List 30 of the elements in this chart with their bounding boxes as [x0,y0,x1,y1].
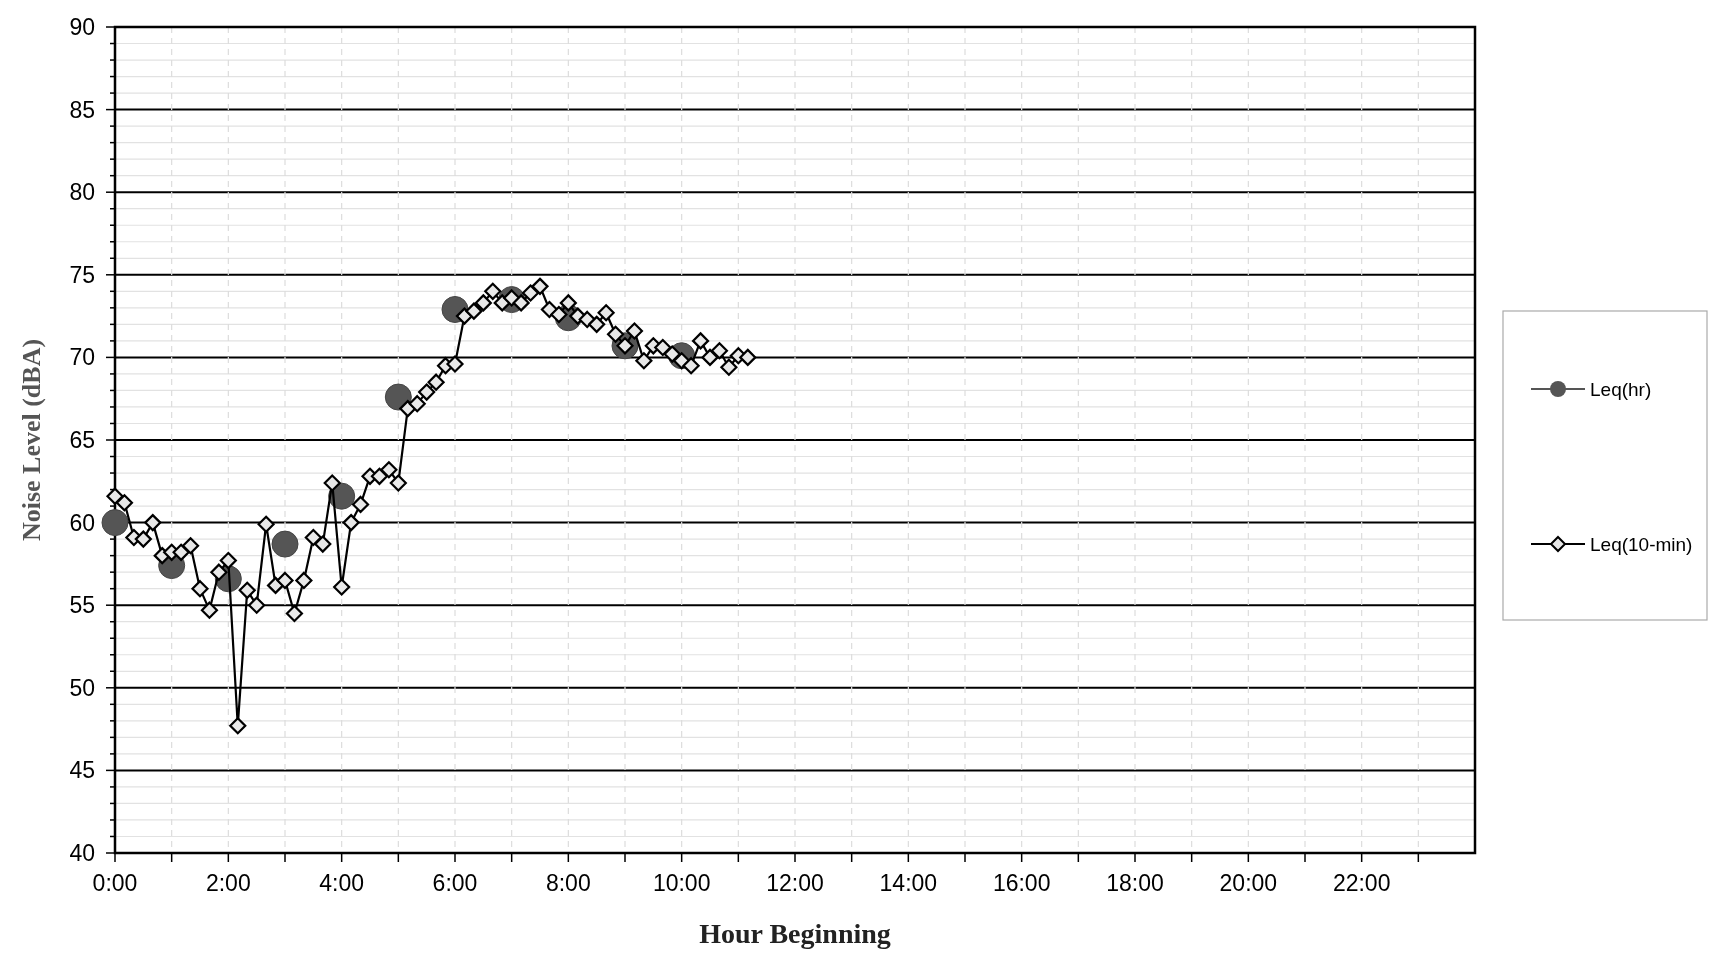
x-tick-label: 16:00 [992,870,1051,896]
x-tick-label: 6:00 [432,870,478,896]
y-tick-label: 80 [69,179,95,206]
y-tick-label: 75 [69,261,95,288]
y-tick-label: 45 [69,757,95,784]
y-tick-label: 65 [69,427,95,454]
x-tick-label: 4:00 [319,870,365,896]
y-tick-label: 40 [69,840,95,867]
y-tick-label: 90 [69,14,95,41]
x-tick-label: 14:00 [879,870,938,896]
y-tick-label: 50 [69,674,95,701]
x-axis-title: Hour Beginning [699,918,891,949]
legend-label: Leq(hr) [1590,378,1652,400]
y-tick-label: 60 [69,509,95,536]
point [271,530,299,558]
x-tick-label: 2:00 [205,870,251,896]
legend-label: Leq(10-min) [1590,533,1693,555]
x-tick-label: 12:00 [766,870,824,896]
point [384,383,412,411]
x-tick-label: 18:00 [1106,870,1164,896]
x-tick-label: 22:00 [1332,870,1391,896]
x-tick-label: 20:00 [1219,870,1278,896]
y-tick-label: 55 [69,592,95,619]
y-axis-title: Noise Level (dBA) [17,338,46,542]
x-tick-label: 10:00 [652,870,711,896]
x-tick-label: 0:00 [92,870,138,896]
y-tick-label: 85 [69,96,95,123]
point [101,509,129,537]
y-tick-label: 70 [69,344,95,371]
x-tick-label: 8:00 [545,870,591,896]
